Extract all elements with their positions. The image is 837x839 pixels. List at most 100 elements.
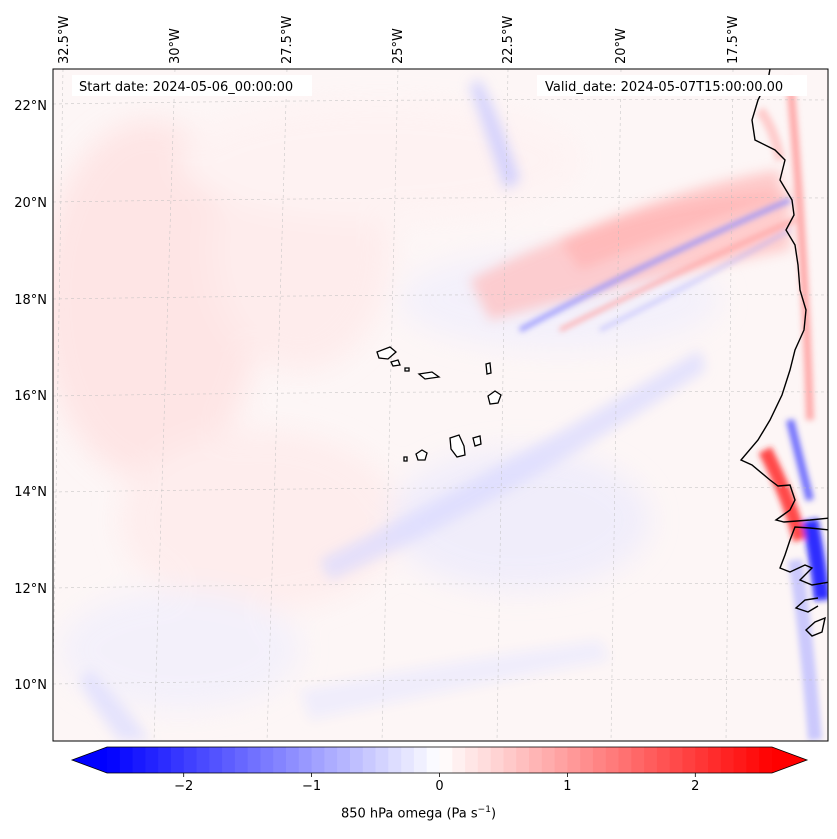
lon-label-17-5w: 17.5°W [726,16,741,64]
colorbar-segment [682,747,696,773]
colorbar-segment [183,747,198,773]
colorbar-segment [759,747,773,773]
colorbar-segment [503,747,517,773]
colorbar-segments [72,747,807,773]
colorbar-segment [631,747,645,773]
colorbar-segment [720,747,735,773]
colorbar-segment [196,747,210,773]
lat-label-16n: 16°N [14,389,47,404]
colorbar-segment [107,747,121,773]
colorbar-segment [669,747,684,773]
colorbar: −2 −1 0 1 2 [70,746,809,794]
colorbar-extend-min [72,747,107,773]
colorbar-segment [388,747,402,773]
colorbar-segment [337,747,351,773]
colorbar-segment [580,747,594,773]
colorbar-label-close: ) [490,806,497,822]
colorbar-segment [132,747,146,773]
lat-label-10n: 10°N [14,678,47,693]
lat-label-18n: 18°N [14,293,47,308]
colorbar-segment [452,747,466,773]
island-santa-luzia [404,367,410,372]
colorbar-segment [209,747,223,773]
colorbar-segment [592,747,607,773]
valid-date-label: Valid_date: 2024-05-07T15:00:00.00 [545,80,783,95]
colorbar-segment [222,747,236,773]
lon-label-27-5w: 27.5°W [280,16,295,64]
map-frame [52,68,829,742]
colorbar-segment [465,747,479,773]
africa-coastline [739,69,828,637]
island-sao-nicolau [417,371,441,380]
colorbar-tick-label: 1 [563,779,571,794]
colorbar-segment [260,747,274,773]
colorbar-segment [439,747,453,773]
colorbar-segment [477,747,492,773]
colorbar-segment [746,747,760,773]
colorbar-segment [170,747,185,773]
colorbar-tick-label: 0 [435,779,443,794]
colorbar-segment [286,747,300,773]
colorbar-outline [70,746,809,774]
colorbar-segment [349,747,364,773]
colorbar-segment [554,747,568,773]
lat-labels: 22°N 20°N 18°N 16°N 14°N 12°N 10°N [14,99,47,693]
island-sao-vicente [390,359,401,367]
lon-label-32-5w: 32.5°W [57,16,72,64]
lat-label-20n: 20°N [14,196,47,211]
colorbar-segment [695,747,709,773]
lon-label-25w: 25°W [391,28,406,64]
colorbar-segment [158,747,172,773]
colorbar-segment [426,747,441,773]
colorbar-segment [362,747,377,773]
start-date-box [72,75,312,96]
island-santiago [449,434,466,458]
lat-label-12n: 12°N [14,582,47,597]
colorbar-segment [298,747,313,773]
island-brava [403,456,408,462]
colorbar-segment [567,747,581,773]
colorbar-segment [401,747,415,773]
lat-label-22n: 22°N [14,99,47,114]
colorbar-tick-label: −2 [174,779,193,794]
gridlines [53,69,828,741]
colorbar-segment [644,747,658,773]
colorbar-segment [541,747,556,773]
colorbar-label: 850 hPa omega (Pa s−1) [0,805,837,821]
lon-label-20w: 20°W [614,28,629,64]
colorbar-tick-label: 2 [691,779,699,794]
island-boa-vista [487,390,502,405]
colorbar-segment [311,747,326,773]
colorbar-segment [529,747,543,773]
valid-date-box [537,75,807,96]
colorbar-segment [413,747,428,773]
colorbar-segment [516,747,530,773]
colorbar-segment [273,747,287,773]
colorbar-segment [605,747,620,773]
omega-field [53,79,828,741]
start-date-label: Start date: 2024-05-06_00:00:00 [79,80,293,95]
colorbar-segment [145,747,159,773]
lon-label-22-5w: 22.5°W [501,16,516,64]
lat-label-14n: 14°N [14,485,47,500]
cape-verde-islands [376,346,502,462]
island-santo-antao [376,346,398,360]
colorbar-segment [234,747,249,773]
colorbar-ticks: −2 −1 0 1 2 [174,773,699,794]
colorbar-segment [119,747,134,773]
colorbar-segment [708,747,722,773]
colorbar-label-text: 850 hPa omega (Pa s [340,806,478,822]
island-maio [472,435,482,447]
colorbar-segment [733,747,748,773]
lon-label-30w: 30°W [168,28,183,64]
island-sal [485,362,492,375]
colorbar-extend-max [772,747,807,773]
colorbar-segment [375,747,389,773]
map-panel [53,69,828,741]
colorbar-tick-label: −1 [302,779,321,794]
lon-labels: 32.5°W 30°W 27.5°W 25°W 22.5°W 20°W 17.5… [57,16,741,64]
colorbar-segment [490,747,505,773]
colorbar-segment [324,747,338,773]
island-fogo [415,449,428,461]
